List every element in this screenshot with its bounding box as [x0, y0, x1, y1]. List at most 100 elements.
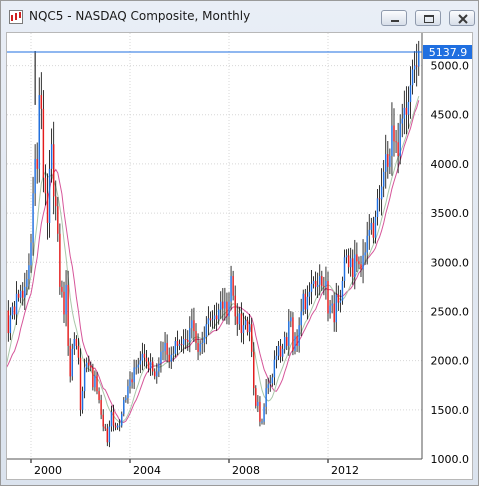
candle-body	[209, 318, 212, 321]
candle-body	[19, 290, 22, 298]
candle-body	[85, 362, 88, 368]
y-tick-label: 2500.0	[431, 305, 470, 318]
candle-body	[178, 343, 181, 346]
candle-body	[380, 186, 383, 200]
candle-body	[34, 159, 36, 194]
candle-body	[312, 280, 315, 284]
y-tick-label: 1000.0	[431, 453, 470, 466]
candle-body	[308, 291, 311, 297]
candle-body	[69, 345, 71, 377]
candle-body	[292, 317, 294, 351]
last-price-box	[423, 45, 472, 59]
candle-body	[277, 345, 280, 356]
price-chart[interactable]: 5000.0 4500.0 4000.0 3500.0 3000.0 2500.0 2000…	[7, 33, 472, 479]
candle-body	[283, 337, 286, 349]
candle-body	[352, 258, 354, 278]
candle-body	[71, 348, 73, 377]
x-tick-label: 2004	[133, 464, 161, 477]
candle-body	[366, 235, 368, 253]
candle-body	[195, 331, 197, 343]
candle-body	[302, 293, 304, 312]
candle-body	[399, 123, 401, 157]
candle-body	[211, 319, 214, 321]
close-button[interactable]	[449, 10, 475, 26]
candle-body	[114, 425, 117, 428]
candle-body	[300, 311, 302, 326]
candle-body	[203, 337, 205, 343]
candle-body	[393, 125, 395, 142]
candle-body	[259, 401, 261, 422]
candle-body	[9, 315, 12, 334]
candle-body	[44, 177, 47, 194]
candle-body	[102, 414, 104, 427]
candle-body	[121, 413, 123, 426]
candle-body	[310, 283, 313, 292]
candle-body	[116, 425, 119, 428]
candle-body	[166, 342, 168, 355]
candle-body	[201, 342, 203, 344]
y-tick-label: 3500.0	[431, 207, 470, 220]
candle-body	[172, 353, 175, 355]
candle-body	[356, 254, 358, 262]
candle-body	[59, 233, 61, 287]
last-price-label: 5137.9	[429, 46, 468, 59]
candle-body	[90, 365, 92, 368]
candle-body	[217, 309, 220, 320]
y-tick-label: 3000.0	[431, 256, 470, 269]
chart-area[interactable]: 5000.0 4500.0 4000.0 3500.0 3000.0 2500.0 2000…	[6, 32, 473, 480]
candle-body	[304, 293, 307, 310]
candle-body	[349, 258, 352, 268]
candle-body	[362, 255, 364, 270]
minimize-icon	[391, 20, 399, 22]
candle-body	[319, 276, 321, 285]
candle-body	[112, 411, 115, 426]
candle-body	[67, 284, 69, 346]
candle-body	[275, 355, 278, 360]
candle-body	[160, 351, 162, 364]
candle-body	[199, 343, 201, 352]
y-tick-label: 1500.0	[431, 404, 470, 417]
candle-body	[92, 367, 94, 388]
candle-body	[158, 363, 160, 372]
candle-body	[123, 399, 125, 414]
candle-body	[265, 388, 267, 407]
candle-body	[75, 339, 78, 346]
candle-body	[83, 367, 86, 392]
candle-body	[222, 301, 224, 309]
candle-body	[15, 293, 18, 315]
candle-body	[290, 317, 292, 322]
candle-body	[234, 295, 236, 317]
candle-body	[65, 284, 67, 315]
candle-body	[341, 280, 344, 301]
candle-body	[411, 69, 414, 86]
candle-body	[149, 361, 152, 369]
title-bar[interactable]: NQC5 - NASDAQ Composite, Monthly	[1, 1, 478, 31]
candle-body	[403, 107, 406, 119]
y-tick-label: 4500.0	[431, 109, 470, 122]
candle-body	[189, 328, 191, 342]
candle-body	[7, 310, 10, 334]
candle-body	[55, 196, 57, 207]
candle-body	[127, 386, 129, 399]
candle-body	[147, 361, 150, 369]
candle-body	[220, 301, 222, 310]
candle-body	[46, 193, 49, 223]
maximize-button[interactable]	[415, 10, 441, 26]
candle-body	[215, 315, 218, 320]
candle-body	[40, 95, 43, 109]
minimize-button[interactable]	[381, 10, 407, 26]
candle-body	[374, 217, 377, 238]
candle-body	[391, 125, 393, 157]
candle-body	[176, 340, 179, 346]
candle-body	[415, 65, 418, 67]
candle-body	[389, 156, 391, 167]
candle-body	[154, 371, 156, 377]
candle-body	[187, 339, 189, 342]
candle-body	[139, 360, 142, 365]
candle-body	[364, 252, 366, 256]
candle-body	[242, 325, 245, 334]
candle-body	[378, 198, 381, 200]
candle-body	[50, 144, 53, 169]
candle-body	[395, 141, 397, 143]
candle-body	[106, 428, 109, 443]
